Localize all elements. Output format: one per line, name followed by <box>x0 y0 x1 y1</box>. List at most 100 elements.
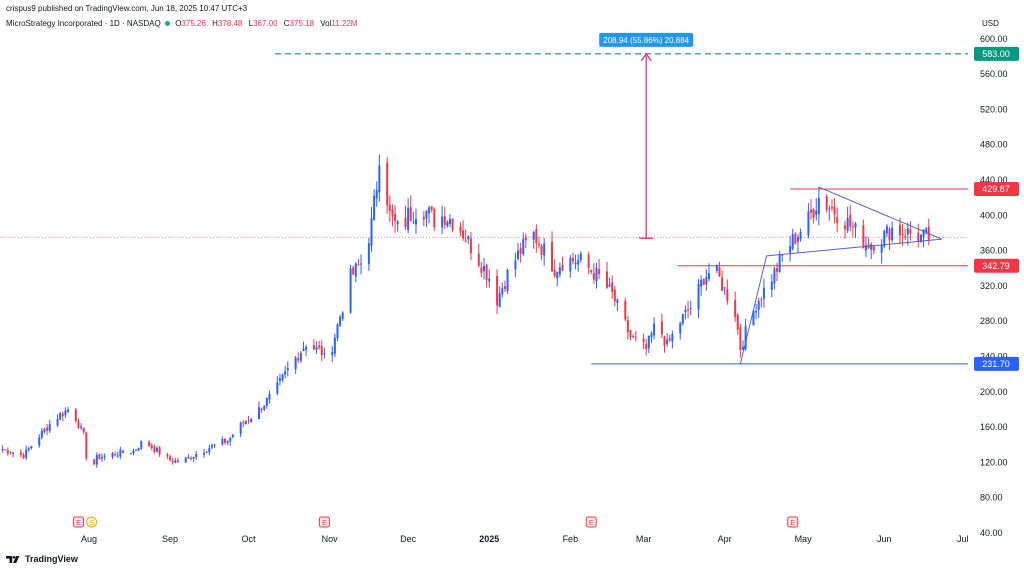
candle-body <box>150 445 153 449</box>
candle-body <box>590 269 593 272</box>
earnings-marker-icon <box>787 516 799 528</box>
candle-body <box>553 269 556 277</box>
x-tick-label: Feb <box>563 534 579 544</box>
candle-body <box>789 246 792 253</box>
candle-body <box>354 263 357 277</box>
y-tick-label: 600.00 <box>980 34 1008 44</box>
candle-body <box>632 336 635 338</box>
candle-body <box>407 208 410 230</box>
candle-body <box>265 397 268 406</box>
candle-body <box>242 422 245 424</box>
candle-body <box>85 432 88 459</box>
candle-body <box>404 217 407 227</box>
earnings-marker-label: E <box>790 520 795 527</box>
low-label: L <box>248 19 254 28</box>
candle-body <box>446 221 449 227</box>
x-tick-label: Jul <box>957 534 969 544</box>
candle-body <box>140 440 143 449</box>
candle-body <box>422 216 425 220</box>
candle-body <box>517 250 520 259</box>
candle-body <box>25 449 28 458</box>
trendline <box>818 186 943 240</box>
x-tick-label: Jun <box>877 534 892 544</box>
candle-body <box>40 430 43 438</box>
candle-body <box>433 208 436 228</box>
candle-body <box>883 230 886 247</box>
market-status-dot-icon <box>164 21 170 27</box>
candle-body <box>742 346 745 350</box>
x-tick-label: Nov <box>322 534 339 544</box>
symbol-title[interactable]: MicroStrategy Incorporated · 1D · NASDAQ <box>6 19 161 28</box>
currency-label[interactable]: USD <box>982 19 999 28</box>
candle-body <box>812 209 815 218</box>
candle-body <box>645 343 648 349</box>
candle-body <box>391 209 394 216</box>
candle-body <box>605 271 608 288</box>
candle-body <box>352 267 355 275</box>
candle-body <box>412 221 415 223</box>
candle-body <box>331 352 334 355</box>
split-marker-label: S <box>89 520 94 527</box>
candle-body <box>870 244 873 250</box>
candle-body <box>370 218 373 246</box>
price-label: 342.79 <box>982 261 1010 271</box>
candle-body <box>757 300 760 310</box>
candle-body <box>323 352 326 355</box>
candle-body <box>540 245 543 255</box>
low-value: 367.00 <box>253 19 278 28</box>
candle-body <box>428 207 431 214</box>
candle-body <box>755 310 758 313</box>
candle-body <box>817 198 820 214</box>
candle-body <box>171 460 174 463</box>
tradingview-logo[interactable]: TradingView <box>6 554 78 564</box>
candle-body <box>796 236 799 242</box>
candle-body <box>464 240 467 242</box>
candle-body <box>556 271 559 279</box>
candle-body <box>501 288 504 295</box>
price-label-bg <box>974 181 1019 196</box>
candle-body <box>721 277 724 291</box>
candle-body <box>760 299 763 301</box>
symbol-legend: MicroStrategy Incorporated · 1D · NASDAQ… <box>6 19 361 28</box>
candle-body <box>815 210 818 215</box>
candle-body <box>778 254 781 272</box>
candle-body <box>467 236 470 240</box>
candle-body <box>77 421 80 429</box>
candle-body <box>19 452 22 455</box>
candle-body <box>61 413 64 417</box>
candle-body <box>736 315 739 330</box>
candle-body <box>592 273 595 280</box>
candle-body <box>333 337 336 354</box>
candle-body <box>477 253 480 266</box>
candle-body <box>909 229 912 235</box>
candle-body <box>830 207 833 209</box>
candle-body <box>294 357 297 370</box>
candle-body <box>626 320 629 333</box>
published-caption: crispus9 published on TradingView.com, J… <box>6 4 248 13</box>
candle-body <box>571 257 574 262</box>
candle-body <box>569 258 572 272</box>
candle-body <box>119 449 122 457</box>
candle-body <box>762 287 765 299</box>
candle-body <box>187 456 190 458</box>
price-label-bg <box>974 46 1019 61</box>
candle-body <box>195 453 198 458</box>
volume-value: 11.22M <box>331 19 358 28</box>
candle-body <box>135 449 138 451</box>
measure-arrowhead <box>640 52 652 62</box>
earnings-marker-label: E <box>589 520 594 527</box>
candle-body <box>739 327 742 351</box>
candle-body <box>844 225 847 230</box>
y-tick-label: 80.00 <box>980 493 1003 503</box>
volume-label: Vol <box>320 19 332 28</box>
candle-body <box>56 418 59 426</box>
measure-label-bg <box>599 32 694 47</box>
candle-body <box>917 232 920 242</box>
candle-body <box>213 444 216 446</box>
candle-body <box>702 279 705 285</box>
candle-body <box>577 260 580 265</box>
candle-body <box>791 234 794 249</box>
candle-body <box>443 216 446 225</box>
candle-body <box>574 262 577 265</box>
